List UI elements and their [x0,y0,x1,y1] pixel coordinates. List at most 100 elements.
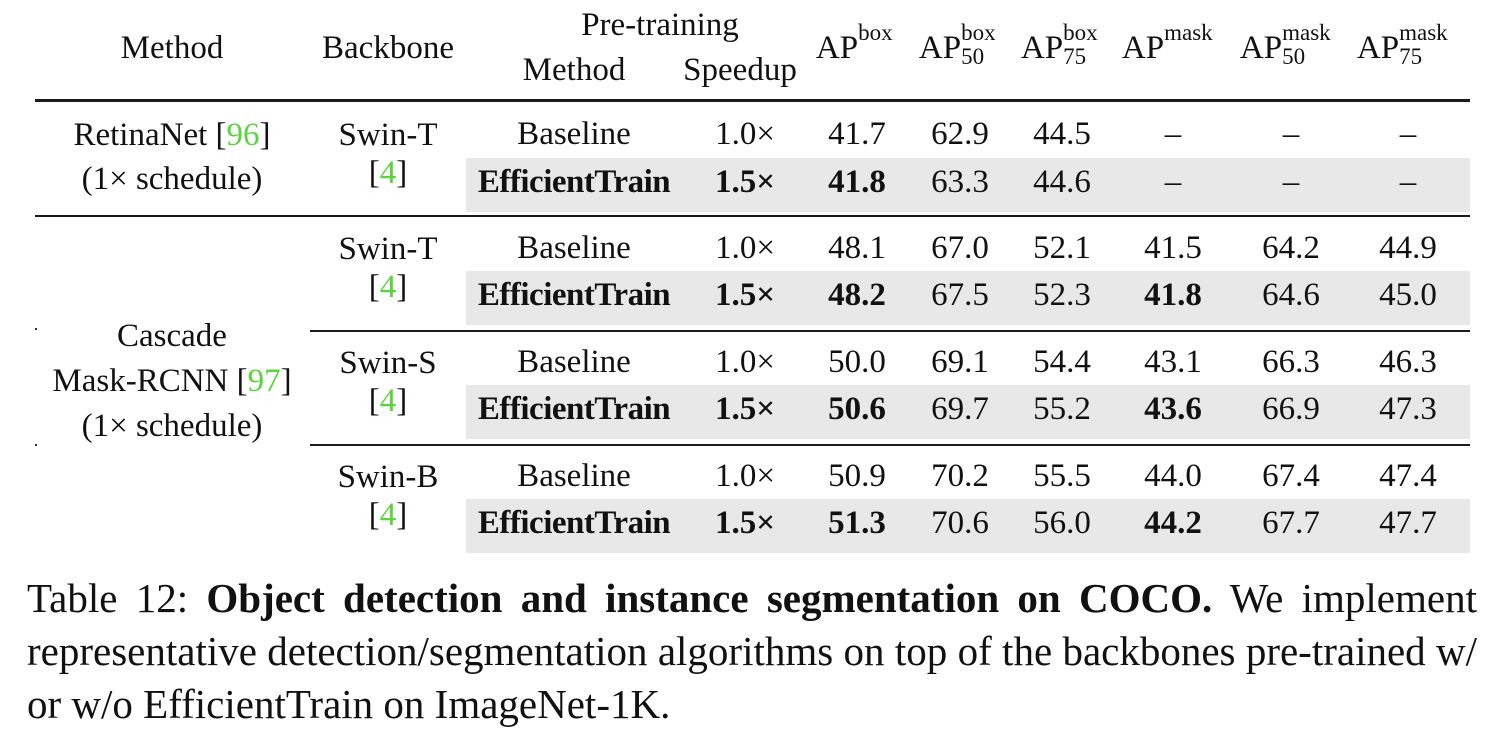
citation-link[interactable]: 4 [379,155,397,191]
pretraining-method-cell: Baseline [517,344,631,380]
ap-superscript: box [961,20,996,45]
table-caption: Table 12: Object detection and instance … [27,572,1477,731]
group-rule [35,215,1470,217]
metric-cell: 67.5 [931,277,989,313]
header-ap-column: AP mask [1121,20,1224,68]
method-name: RetinaNet [ [73,117,227,153]
metric-cell: 69.7 [931,391,989,427]
bracket: ] [396,497,408,533]
ap-base: AP [918,30,962,66]
metric-cell: 41.7 [828,116,886,152]
bracket: [ [368,155,380,191]
metric-cell: 41.8 [1144,277,1202,313]
speedup-cell: 1.0× [715,116,775,152]
bracket: ] [396,269,408,305]
header-method: Method [120,30,224,66]
schedule-label: (1× schedule) [81,408,263,444]
ap-subscript: 50 [961,44,985,69]
pretraining-method-cell: Baseline [517,458,631,494]
metric-cell: 55.5 [1033,458,1091,494]
metric-cell: 70.6 [931,505,989,541]
bracket: [ [368,497,380,533]
ap-base: AP [1356,30,1400,66]
ap-scripts: mask 50 [1282,20,1342,69]
method-name: Mask-RCNN [ [52,363,248,399]
metric-cell: 52.3 [1033,277,1091,313]
ap-scripts: mask 75 [1399,20,1459,69]
metric-cell: 50.9 [828,458,886,494]
bracket: ] [259,117,271,153]
bracket: ] [396,155,408,191]
method-name-line: RetinaNet [96] [73,113,270,157]
backbone-citation: [4] [339,382,436,420]
header-backbone: Backbone [322,30,454,66]
header-ap-column: AP box 75 [1020,20,1103,69]
metric-cell: 44.5 [1033,116,1091,152]
metric-cell: 55.2 [1033,391,1091,427]
pretraining-method-cell: Baseline [517,116,631,152]
bracket: ] [396,383,408,419]
ap-scripts: box [858,20,898,68]
metric-cell: 62.9 [931,116,989,152]
metric-cell: – [1399,116,1417,152]
metric-cell: 67.4 [1262,458,1320,494]
metric-cell: 66.3 [1262,344,1320,380]
metric-cell: 44.6 [1033,164,1091,200]
metric-cell: 43.1 [1144,344,1202,380]
metric-cell: 47.4 [1379,458,1437,494]
speedup-cell: 1.5× [714,391,776,427]
ap-base: AP [1121,30,1165,66]
header-ap-column: AP mask 75 [1356,20,1459,69]
ap-base: AP [1020,30,1064,66]
backbone-name: Swin-T [338,231,438,267]
pretraining-method-cell: Baseline [517,230,631,266]
bracket: [ [368,269,380,305]
citation-link[interactable]: 4 [379,497,397,533]
backbone-citation: [4] [338,496,439,534]
metric-cell: 54.4 [1033,344,1091,380]
metric-cell: 48.2 [828,277,886,313]
header-pretraining-speedup: Speedup [683,52,797,88]
metric-cell: 56.0 [1033,505,1091,541]
metric-cell: 41.5 [1144,230,1202,266]
header-ap-column: AP box [816,20,898,68]
metric-cell: 51.3 [828,505,886,541]
speedup-cell: 1.0× [715,344,775,380]
ap-scripts: box 50 [961,20,1001,69]
metric-cell: 41.8 [828,164,886,200]
metric-cell: 47.3 [1379,391,1437,427]
metric-cell: 44.9 [1379,230,1437,266]
metric-cell: 69.1 [931,344,989,380]
ap-scripts: box 75 [1063,20,1103,69]
method-name-line: Mask-RCNN [97] [52,359,291,404]
margin-tick [35,328,37,330]
top-rule [35,99,1470,102]
citation-link[interactable]: 4 [379,269,397,305]
metric-cell: 67.7 [1262,505,1320,541]
ap-superscript: mask [1282,20,1331,45]
caption-label: Table 12: [27,575,207,621]
citation-link[interactable]: 96 [226,117,260,153]
shaded-row-bg [466,499,1470,553]
ap-base: AP [1239,30,1283,66]
backbone-citation: [4] [339,268,438,306]
citation-link[interactable]: 97 [247,363,281,399]
metric-cell: 46.3 [1379,344,1437,380]
metric-cell: 70.2 [931,458,989,494]
citation-link[interactable]: 4 [379,383,397,419]
header-ap-column: AP mask 50 [1239,20,1342,69]
metric-cell: 48.1 [828,230,886,266]
metric-cell: 43.6 [1144,391,1202,427]
backbone-rule [310,444,1470,446]
speedup-cell: 1.0× [715,458,775,494]
header-pretraining-method: Method [522,52,626,88]
header-pretraining: Pre-training [581,7,739,43]
metric-cell: 63.3 [931,164,989,200]
shaded-row-bg [466,271,1470,325]
speedup-cell: 1.0× [715,230,775,266]
metric-cell: 47.7 [1379,505,1437,541]
backbone-cell: Swin-T [4] [339,116,438,192]
metric-cell: – [1164,116,1182,152]
margin-tick [35,444,37,446]
metric-cell: 44.0 [1144,458,1202,494]
